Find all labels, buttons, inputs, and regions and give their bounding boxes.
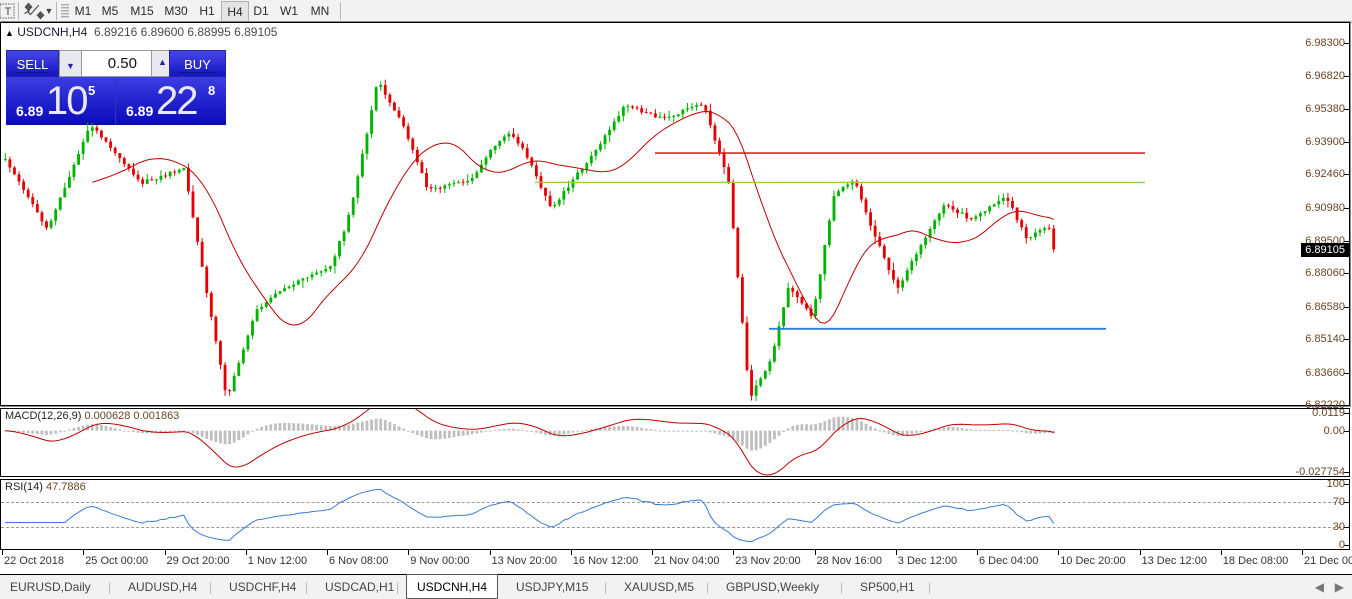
svg-text:T: T xyxy=(5,6,12,18)
